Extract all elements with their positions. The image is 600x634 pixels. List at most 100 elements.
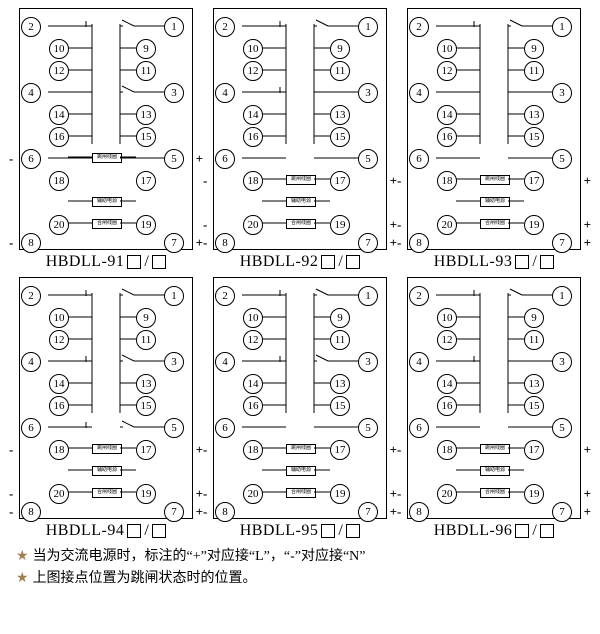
pin-10: 10 xyxy=(49,39,69,59)
relay-box: 2468135710121416182091113151719-+-+跳闸线圈辅… xyxy=(19,8,193,250)
pin-11: 11 xyxy=(330,61,350,81)
pin-7: 7 xyxy=(164,233,184,253)
coil-block: 辅助电源 xyxy=(480,197,510,207)
panel-label: HBDLL-92/ xyxy=(240,253,361,271)
coil-block: 合闸线圈 xyxy=(286,488,316,498)
polarity-sign: - xyxy=(9,151,13,167)
pin-9: 9 xyxy=(330,308,350,328)
pin-14: 14 xyxy=(243,105,263,125)
panel-label: HBDLL-96/ xyxy=(434,522,555,540)
pin-19: 19 xyxy=(524,484,544,504)
coil-block: 合闸线圈 xyxy=(480,219,510,229)
pin-5: 5 xyxy=(164,418,184,438)
panel-label: HBDLL-93 / xyxy=(434,253,555,271)
pin-9: 9 xyxy=(524,39,544,59)
pin-3: 3 xyxy=(164,83,184,103)
model-text: HBDLL-95 xyxy=(240,522,319,540)
pin-7: 7 xyxy=(358,233,378,253)
pin-20: 20 xyxy=(243,484,263,504)
pin-16: 16 xyxy=(49,127,69,147)
model-text: HBDLL-91 xyxy=(46,253,125,271)
pin-18: 18 xyxy=(243,171,263,191)
pin-4: 4 xyxy=(409,352,429,372)
coil-block: 跳闸线圈 xyxy=(480,175,510,185)
polarity-sign: + xyxy=(390,235,397,251)
pin-17: 17 xyxy=(136,171,156,191)
polarity-sign: - xyxy=(9,442,13,458)
pin-8: 8 xyxy=(21,233,41,253)
pin-16: 16 xyxy=(437,396,457,416)
coil-block: 跳闸线圈 xyxy=(480,444,510,454)
slash: / xyxy=(532,253,537,271)
slash: / xyxy=(338,253,343,271)
pin-3: 3 xyxy=(552,352,572,372)
pin-14: 14 xyxy=(49,105,69,125)
placeholder-box xyxy=(127,524,141,538)
pin-10: 10 xyxy=(437,39,457,59)
relay-box: 2468135710121416182091113151719-+-+-+跳闸线… xyxy=(407,8,581,250)
pin-1: 1 xyxy=(164,286,184,306)
pin-10: 10 xyxy=(437,308,457,328)
placeholder-box xyxy=(515,255,529,269)
pin-19: 19 xyxy=(524,215,544,235)
star-icon: ★ xyxy=(16,571,29,586)
placeholder-box xyxy=(321,524,335,538)
pin-17: 17 xyxy=(136,440,156,460)
placeholder-box xyxy=(540,255,554,269)
polarity-sign: + xyxy=(390,173,397,189)
pin-3: 3 xyxy=(164,352,184,372)
pin-6: 6 xyxy=(21,149,41,169)
pin-7: 7 xyxy=(358,502,378,522)
model-text: HBDLL-93 xyxy=(434,253,513,271)
panel-label: HBDLL-91/ xyxy=(46,253,167,271)
pin-15: 15 xyxy=(330,127,350,147)
pin-8: 8 xyxy=(21,502,41,522)
pin-15: 15 xyxy=(136,127,156,147)
coil-block: 辅助电源 xyxy=(286,466,316,476)
pin-2: 2 xyxy=(21,286,41,306)
pin-1: 1 xyxy=(552,286,572,306)
polarity-sign: - xyxy=(9,504,13,520)
pin-2: 2 xyxy=(409,17,429,37)
pin-5: 5 xyxy=(358,418,378,438)
panel-label: HBDLL-94/ xyxy=(46,522,167,540)
placeholder-box xyxy=(515,524,529,538)
pin-12: 12 xyxy=(243,61,263,81)
polarity-sign: + xyxy=(584,442,591,458)
panel-p95: 2468135710121416182091113151719-+-+-+跳闸线… xyxy=(208,277,392,540)
pin-20: 20 xyxy=(49,215,69,235)
pin-1: 1 xyxy=(164,17,184,37)
pin-2: 2 xyxy=(21,17,41,37)
coil-block: 跳闸线圈 xyxy=(286,175,316,185)
coil-block: 合闸线圈 xyxy=(286,219,316,229)
pin-16: 16 xyxy=(49,396,69,416)
polarity-sign: + xyxy=(390,504,397,520)
pin-7: 7 xyxy=(164,502,184,522)
pin-12: 12 xyxy=(437,330,457,350)
pin-9: 9 xyxy=(330,39,350,59)
slash: / xyxy=(144,522,149,540)
slash: / xyxy=(532,522,537,540)
pin-1: 1 xyxy=(358,17,378,37)
placeholder-box xyxy=(540,524,554,538)
pin-15: 15 xyxy=(524,396,544,416)
coil-block: 跳闸线圈 xyxy=(92,444,122,454)
pin-2: 2 xyxy=(215,17,235,37)
polarity-sign: - xyxy=(397,235,401,251)
polarity-sign: + xyxy=(390,486,397,502)
pin-10: 10 xyxy=(243,39,263,59)
diagram-grid: 2468135710121416182091113151719-+-+跳闸线圈辅… xyxy=(0,0,600,544)
placeholder-box xyxy=(346,255,360,269)
footnote-text: 上图接点位置为跳闸状态时的位置。 xyxy=(33,571,257,586)
pin-5: 5 xyxy=(358,149,378,169)
polarity-sign: - xyxy=(397,173,401,189)
pin-15: 15 xyxy=(136,396,156,416)
pin-5: 5 xyxy=(164,149,184,169)
pin-15: 15 xyxy=(330,396,350,416)
polarity-sign: + xyxy=(584,235,591,251)
polarity-sign: - xyxy=(397,217,401,233)
polarity-sign: - xyxy=(397,504,401,520)
pin-5: 5 xyxy=(552,418,572,438)
pin-13: 13 xyxy=(136,374,156,394)
pin-6: 6 xyxy=(215,149,235,169)
